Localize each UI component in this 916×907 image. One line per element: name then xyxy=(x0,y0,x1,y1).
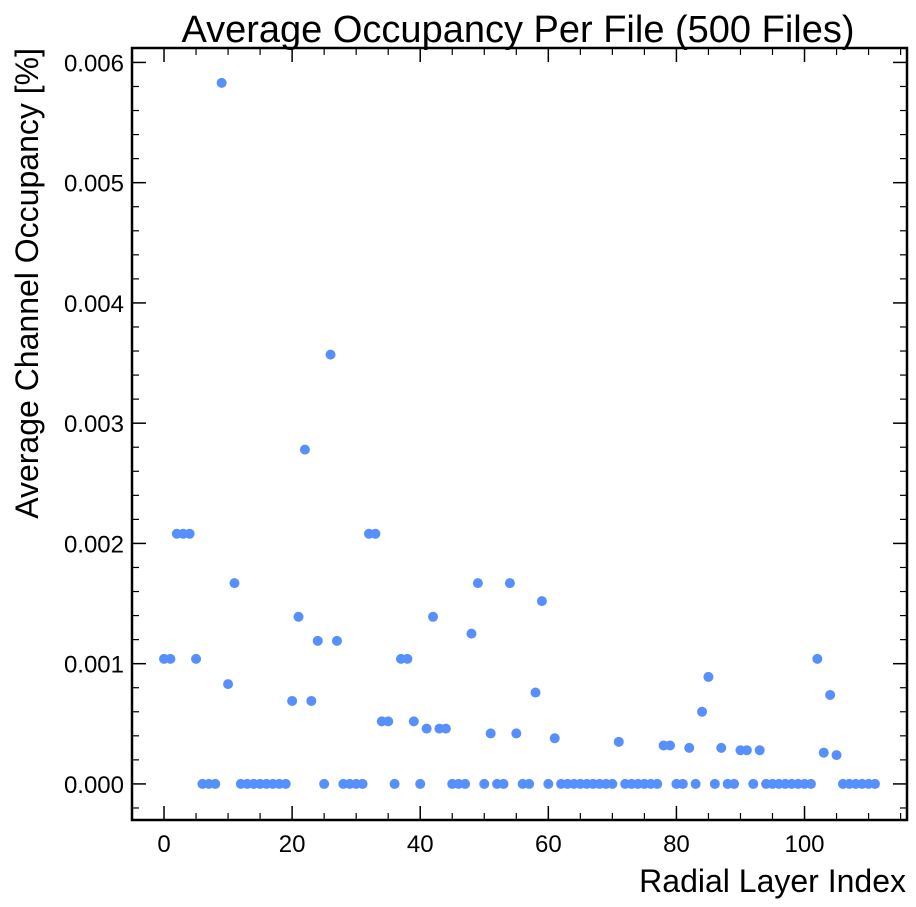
data-point xyxy=(652,778,663,789)
data-point xyxy=(498,778,509,789)
data-point xyxy=(613,736,624,747)
data-point xyxy=(184,528,195,539)
data-point xyxy=(543,778,554,789)
data-point xyxy=(460,778,471,789)
data-point xyxy=(729,778,740,789)
data-point xyxy=(402,653,413,664)
data-point xyxy=(383,716,394,727)
data-point xyxy=(524,778,535,789)
data-point xyxy=(754,745,765,756)
data-point xyxy=(223,679,234,690)
x-tick-label: 60 xyxy=(535,831,562,858)
y-axis-label: Average Channel Occupancy [%] xyxy=(9,48,45,519)
data-point xyxy=(869,778,880,789)
chart-title: Average Occupancy Per File (500 Files) xyxy=(181,9,854,51)
y-tick-label: 0.000 xyxy=(64,772,124,799)
data-point xyxy=(299,444,310,455)
x-tick-label: 20 xyxy=(279,831,306,858)
x-tick-label: 0 xyxy=(157,831,170,858)
data-point xyxy=(415,778,426,789)
y-tick-label: 0.001 xyxy=(64,652,124,679)
data-point xyxy=(818,747,829,758)
x-axis-label: Radial Layer Index xyxy=(639,863,906,899)
data-point xyxy=(229,578,240,589)
data-point xyxy=(690,778,701,789)
data-point xyxy=(831,750,842,761)
data-point xyxy=(287,695,298,706)
data-point xyxy=(370,528,381,539)
data-point xyxy=(805,778,816,789)
data-point xyxy=(741,745,752,756)
data-point xyxy=(216,77,227,88)
data-point xyxy=(331,635,342,646)
x-tick-label: 40 xyxy=(407,831,434,858)
data-point xyxy=(665,740,676,751)
axis-ticks: 0 20 40 60 80 100 0.000 0.001 0.002 0.003 0.004 0.0… xyxy=(64,48,907,858)
data-point xyxy=(312,635,323,646)
data-point xyxy=(697,706,708,717)
x-tick-label: 100 xyxy=(784,831,824,858)
x-tick-label: 80 xyxy=(663,831,690,858)
data-point xyxy=(466,628,477,639)
y-tick-label: 0.006 xyxy=(64,50,124,77)
data-point xyxy=(825,689,836,700)
data-point xyxy=(472,578,483,589)
data-point xyxy=(319,778,330,789)
y-tick-label: 0.005 xyxy=(64,171,124,198)
data-point xyxy=(511,728,522,739)
data-point xyxy=(191,653,202,664)
data-point xyxy=(440,723,451,734)
y-tick-label: 0.004 xyxy=(64,291,124,318)
y-tick-label: 0.003 xyxy=(64,411,124,438)
data-point xyxy=(306,695,317,706)
data-point xyxy=(389,778,400,789)
data-point xyxy=(716,742,727,753)
data-points xyxy=(159,77,880,789)
data-point xyxy=(530,687,541,698)
data-point xyxy=(210,778,221,789)
data-point xyxy=(536,596,547,607)
data-point xyxy=(479,778,490,789)
data-point xyxy=(677,778,688,789)
data-point xyxy=(748,778,759,789)
data-point xyxy=(549,733,560,744)
data-point xyxy=(812,653,823,664)
data-point xyxy=(325,349,336,360)
data-point xyxy=(485,728,496,739)
data-point xyxy=(504,578,515,589)
data-point xyxy=(293,611,304,622)
data-point xyxy=(421,723,432,734)
data-point xyxy=(428,611,439,622)
data-point xyxy=(280,778,291,789)
y-tick-label: 0.002 xyxy=(64,531,124,558)
plot-frame xyxy=(130,46,909,822)
data-point xyxy=(703,671,714,682)
data-point xyxy=(709,778,720,789)
data-point xyxy=(607,778,618,789)
data-point xyxy=(408,716,419,727)
data-point xyxy=(357,778,368,789)
data-point xyxy=(165,653,176,664)
data-point xyxy=(684,742,695,753)
